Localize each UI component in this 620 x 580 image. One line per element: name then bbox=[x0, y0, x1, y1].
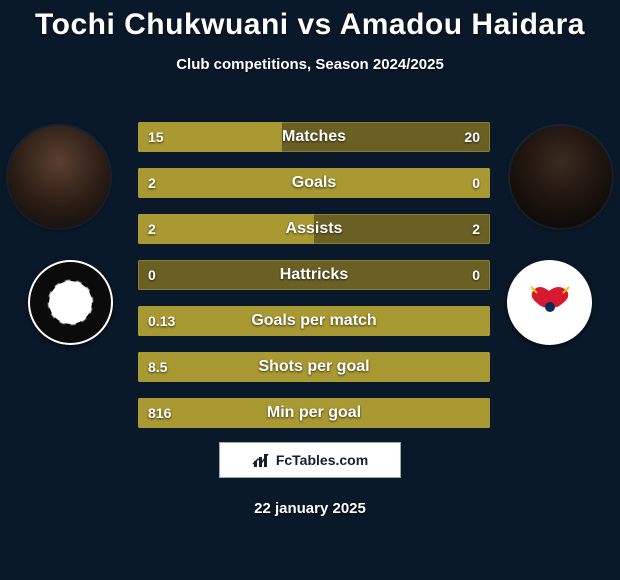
stat-row: 1520Matches bbox=[138, 122, 490, 152]
stat-row: 20Goals bbox=[138, 168, 490, 198]
club-left-logo bbox=[28, 260, 113, 345]
stat-label: Goals bbox=[138, 168, 490, 198]
bull-icon bbox=[527, 285, 573, 313]
stats-bars: 1520Matches 20Goals 22Assists 00Hattricks 0.… bbox=[138, 122, 490, 444]
stat-label: Min per goal bbox=[138, 398, 490, 428]
stat-row: 00Hattricks bbox=[138, 260, 490, 290]
date-label: 22 january 2025 bbox=[0, 500, 620, 517]
stat-label: Shots per goal bbox=[138, 352, 490, 382]
stat-label: Assists bbox=[138, 214, 490, 244]
page-title: Tochi Chukwuani vs Amadou Haidara bbox=[0, 0, 620, 42]
stat-label: Goals per match bbox=[138, 306, 490, 336]
chart-icon bbox=[252, 451, 270, 469]
stat-label: Hattricks bbox=[138, 260, 490, 290]
stat-row: 8.5Shots per goal bbox=[138, 352, 490, 382]
brand-text: FcTables.com bbox=[276, 452, 368, 468]
club-right-logo bbox=[507, 260, 592, 345]
brand-badge: FcTables.com bbox=[219, 442, 401, 478]
player-left-avatar bbox=[8, 126, 110, 228]
stat-row: 816Min per goal bbox=[138, 398, 490, 428]
stat-row: 0.13Goals per match bbox=[138, 306, 490, 336]
player-right-avatar bbox=[510, 126, 612, 228]
page-subtitle: Club competitions, Season 2024/2025 bbox=[0, 56, 620, 73]
stat-row: 22Assists bbox=[138, 214, 490, 244]
stat-label: Matches bbox=[138, 122, 490, 152]
